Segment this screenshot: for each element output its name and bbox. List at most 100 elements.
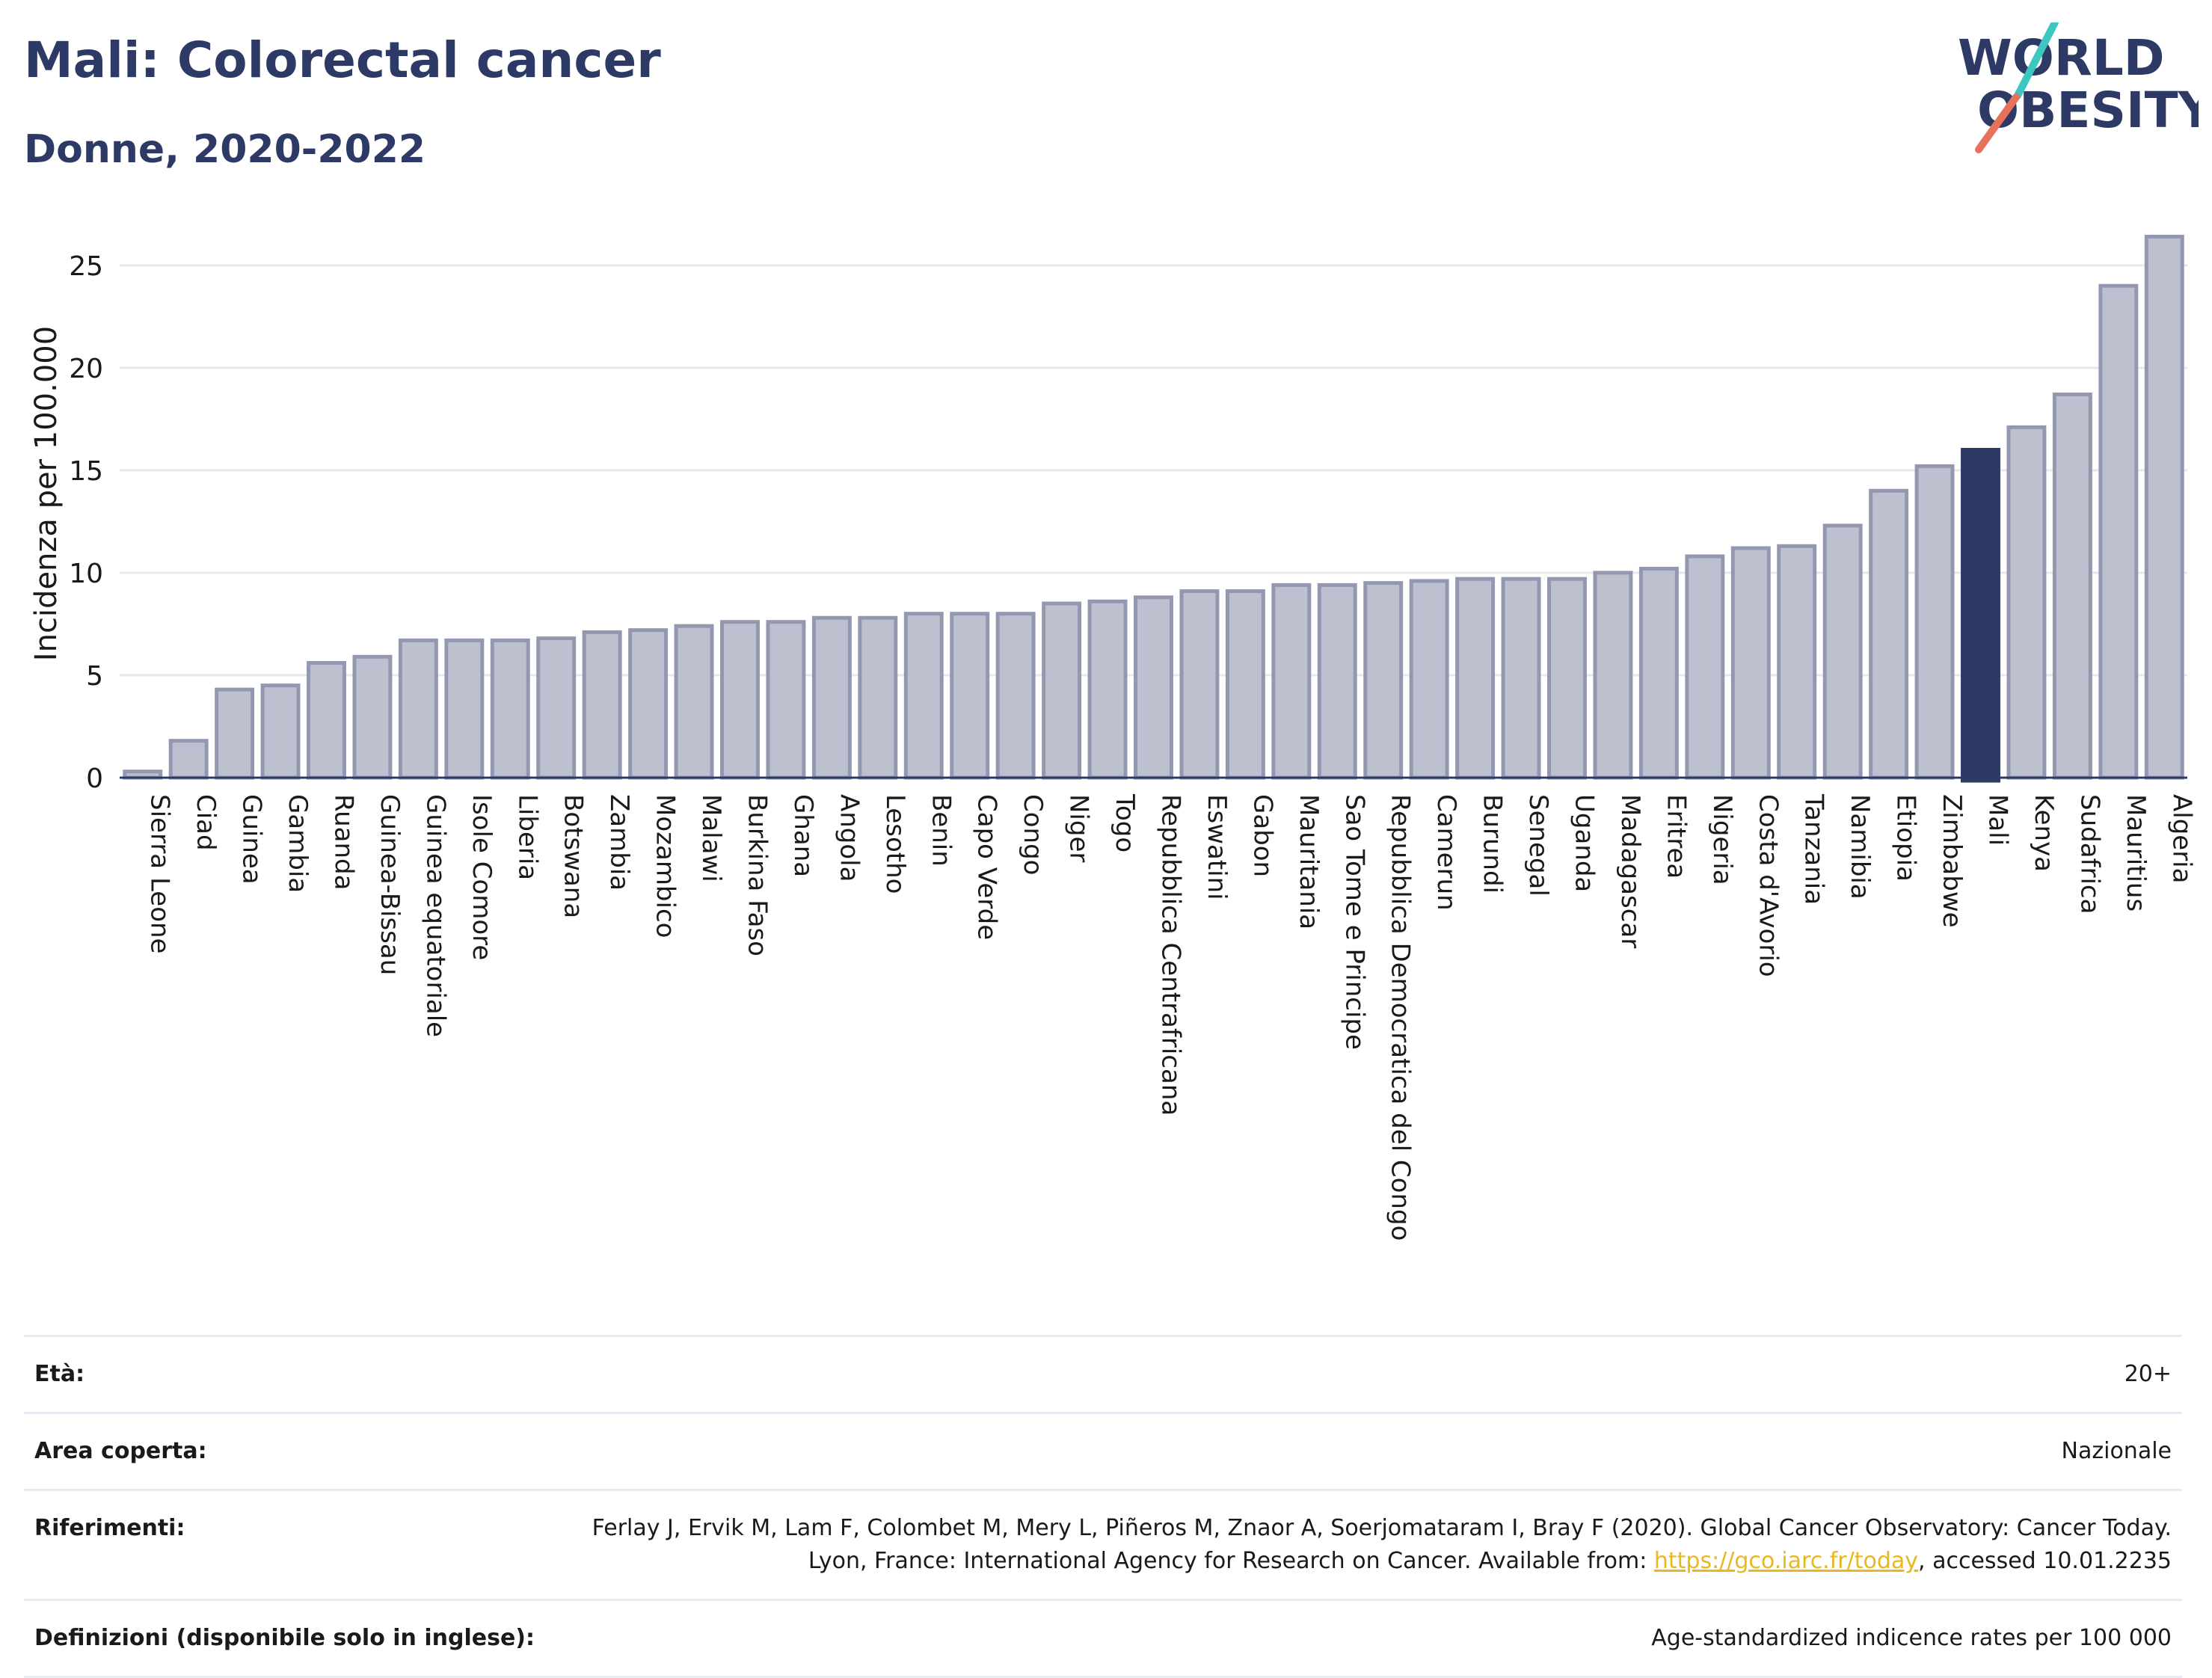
bar-burkina-faso — [720, 620, 760, 780]
x-tick-label: Gambia — [283, 794, 313, 893]
x-tick-label: Sierra Leone — [145, 794, 175, 953]
bar-costa-d-avorio — [1730, 546, 1771, 780]
bar-malawi — [674, 624, 714, 780]
bar-madagascar — [1593, 571, 1633, 780]
x-tick-label: Mauritania — [1294, 794, 1324, 929]
x-tick-label: Congo — [1018, 794, 1048, 875]
x-tick-label: Kenya — [2029, 794, 2059, 872]
bar-togo — [1087, 599, 1128, 780]
meta-area-label: Area coperta: — [34, 1438, 207, 1464]
x-tick-label: Ghana — [788, 794, 818, 877]
meta-ref-text-1: Ferlay J, Ervik M, Lam F, Colombet M, Me… — [592, 1515, 2172, 1574]
y-tick-label: 20 — [69, 354, 103, 384]
meta-age-label: Età: — [34, 1361, 85, 1387]
bar-mozambico — [628, 628, 669, 780]
bar-tanzania — [1777, 544, 1817, 780]
x-tick-label: Isole Comore — [467, 794, 497, 960]
x-tick-label: Malawi — [696, 794, 726, 882]
bar-sao-tome-e-principe — [1317, 583, 1357, 780]
x-tick-label: Zimbabwe — [1937, 794, 1967, 928]
bar-guinea-bissau — [352, 654, 393, 780]
bar-namibia — [1822, 523, 1863, 780]
bar-angola — [811, 615, 852, 780]
x-axis-labels: Sierra Leone Ciad Guinea Gambia Ruanda Guinea… — [145, 793, 2197, 1241]
bar-eritrea — [1638, 566, 1679, 780]
x-tick-label: Senegal — [1523, 794, 1553, 897]
meta-age-value: 20+ — [2124, 1361, 2172, 1387]
x-tick-label: Nigeria — [1707, 794, 1737, 885]
x-tick-label: Togo — [1110, 793, 1140, 852]
bar-guinea — [215, 687, 255, 780]
x-tick-label: Eritrea — [1661, 794, 1691, 879]
x-tick-label: Repubblica Centrafricana — [1156, 794, 1186, 1116]
meta-def-value: Age-standardized indicence rates per 100… — [1651, 1625, 2172, 1651]
meta-def-label: Definizioni (disponibile solo in inglese… — [34, 1625, 535, 1651]
x-tick-label: Namibia — [1845, 794, 1875, 900]
bar-algeria — [2144, 234, 2184, 780]
bar-camerun — [1409, 579, 1449, 780]
x-tick-label: Botswana — [559, 794, 589, 918]
bar-sudafrica — [2052, 392, 2092, 780]
bar-kenya — [2006, 425, 2047, 780]
meta-row-age: Età: 20+ — [24, 1335, 2182, 1412]
y-tick-label: 5 — [86, 661, 103, 692]
bar-congo — [995, 612, 1036, 780]
world-obesity-logo: WORLD OBESITY — [1958, 22, 2199, 153]
y-axis-ticks: 0 5 10 15 20 25 — [69, 251, 103, 794]
bar-chart: 0 5 10 15 20 25 Sierra Leone Ciad Guinea Gambia R… — [69, 234, 2197, 1241]
x-tick-label: Costa d'Avorio — [1753, 794, 1783, 977]
bar-ciad — [168, 739, 209, 780]
bars — [123, 234, 2184, 783]
bar-eswatini — [1179, 589, 1220, 780]
bar-gambia — [260, 683, 301, 780]
x-tick-label: Guinea — [237, 794, 267, 885]
x-tick-label: Repubblica Democratica del Congo — [1386, 794, 1416, 1241]
x-tick-label: Liberia — [512, 794, 542, 880]
y-axis-label: Incidenza per 100.000 — [29, 325, 64, 662]
logo-line-1: WORLD — [1958, 29, 2165, 87]
x-tick-label: Benin — [926, 794, 956, 867]
bar-etiopia — [1869, 488, 1909, 780]
bar-mauritius — [2098, 283, 2139, 780]
y-tick-label: 10 — [69, 559, 103, 589]
meta-area-value: Nazionale — [2061, 1438, 2172, 1464]
x-tick-label: Gabon — [1247, 794, 1277, 877]
x-tick-label: Burkina Faso — [743, 794, 772, 956]
bar-liberia — [490, 638, 530, 780]
reference-link[interactable]: https://gco.iarc.fr/today — [1653, 1548, 1919, 1574]
x-tick-label: Sao Tome e Principe — [1339, 794, 1369, 1050]
bar-ruanda — [307, 661, 346, 780]
bar-lesotho — [858, 615, 898, 780]
x-tick-label: Uganda — [1570, 794, 1600, 892]
bar-niger — [1042, 601, 1082, 780]
x-tick-label: Niger — [1064, 794, 1094, 862]
x-tick-label: Etiopia — [1891, 794, 1921, 882]
meta-row-definitions: Definizioni (disponibile solo in inglese… — [24, 1599, 2182, 1678]
x-tick-label: Eswatini — [1202, 794, 1232, 900]
page-subtitle: Donne, 2020-2022 — [24, 127, 426, 172]
bar-capo-verde — [950, 612, 990, 780]
x-tick-label: Lesotho — [880, 794, 910, 894]
bar-repubblica-centrafricana — [1134, 595, 1173, 780]
x-tick-label: Mali — [1983, 794, 2013, 846]
bar-gabon — [1225, 589, 1265, 780]
bar-guinea-equatoriale — [398, 638, 438, 780]
x-tick-label: Mozambico — [651, 794, 681, 938]
x-tick-label: Algeria — [2166, 794, 2196, 883]
meta-ref-text-2: , accessed 10.01.2235 — [1918, 1548, 2172, 1574]
page-title: Mali: Colorectal cancer — [24, 31, 661, 89]
bar-botswana — [536, 636, 577, 780]
x-tick-label: Zambia — [604, 794, 634, 891]
x-tick-label: Madagascar — [1615, 794, 1645, 948]
x-tick-label: Guinea equatoriale — [420, 794, 450, 1037]
x-tick-label: Ciad — [191, 794, 221, 851]
bar-isole-comore — [444, 638, 485, 780]
bar-ghana — [766, 620, 806, 780]
meta-row-area: Area coperta: Nazionale — [24, 1412, 2182, 1489]
bar-uganda — [1547, 577, 1587, 780]
y-tick-label: 25 — [69, 251, 103, 282]
bar-repubblica-democratica-del-congo — [1363, 581, 1404, 780]
x-tick-label: Burundi — [1478, 794, 1508, 894]
meta-row-references: Riferimenti: Ferlay J, Ervik M, Lam F, C… — [24, 1489, 2182, 1599]
x-tick-label: Capo Verde — [972, 794, 1002, 940]
